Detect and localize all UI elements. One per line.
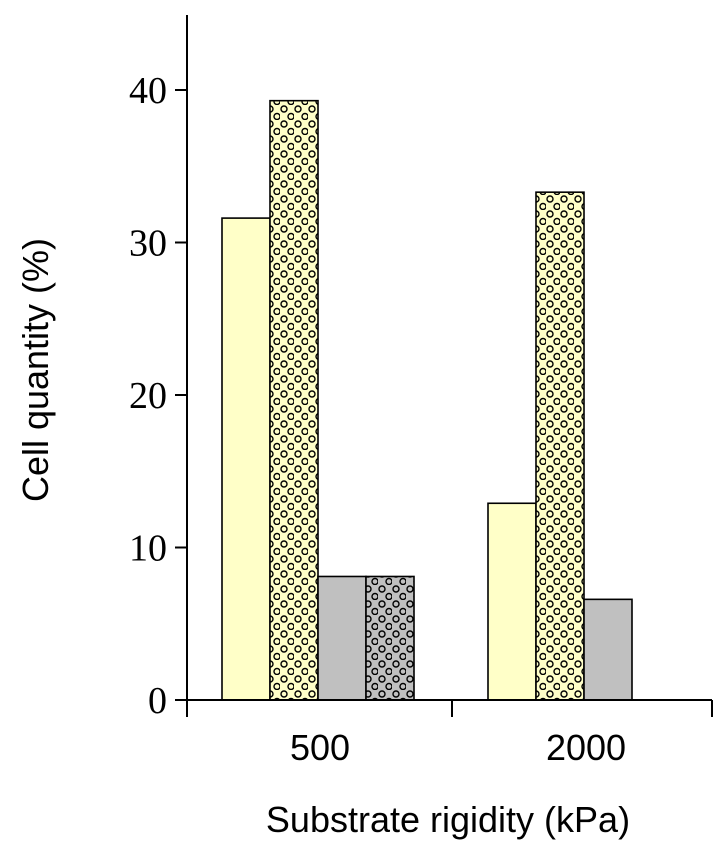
bars-group [221,99,633,701]
x-tick-label-2000: 2000 [546,727,626,768]
bar-500-series-4 [365,575,415,701]
bar-2000-series-2 [535,191,585,701]
bar-500-series-1 [221,217,271,701]
y-tick-label: 10 [129,528,167,570]
y-tick-label: 40 [129,70,167,112]
axes-group: 0 10 20 30 40 500 2000 [129,15,713,768]
bar-2000-series-3 [583,598,633,701]
bar-2000-series-1 [487,502,537,701]
y-tick-label: 0 [148,680,167,722]
y-tick-label: 30 [129,223,167,265]
bar-500-series-2 [269,99,319,701]
y-axis-title: Cell quantity (%) [15,238,56,502]
x-tick-label-500: 500 [290,727,350,768]
bar-500-series-3 [317,575,367,701]
y-tick-label: 20 [129,375,167,417]
x-axis-title: Substrate rigidity (kPa) [266,799,630,840]
